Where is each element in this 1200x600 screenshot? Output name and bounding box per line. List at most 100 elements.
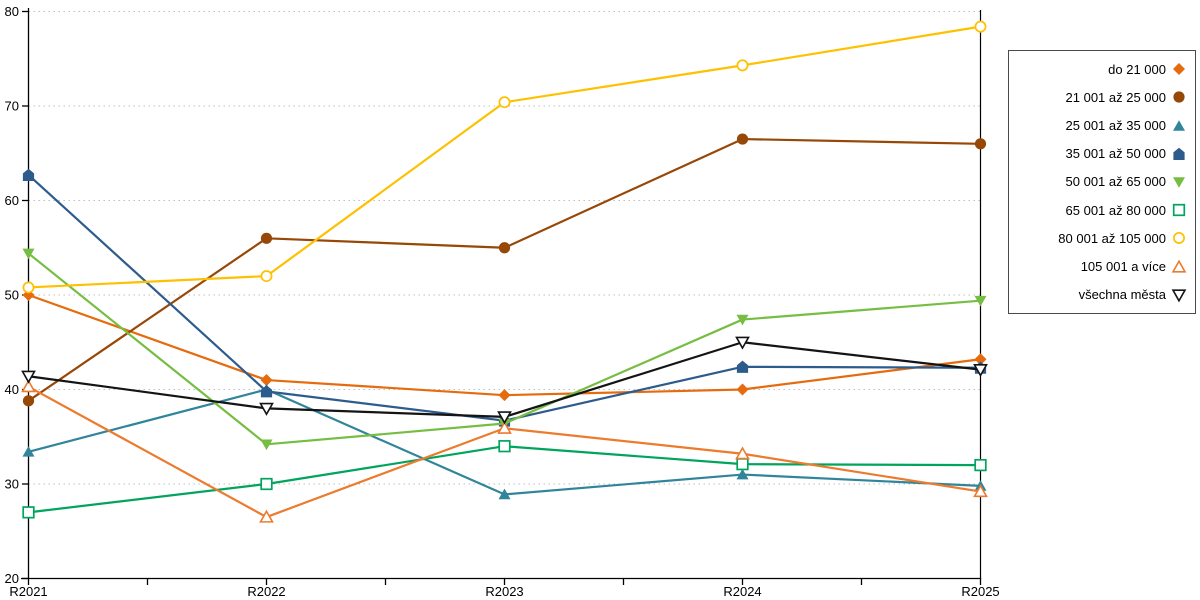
data-point: [735, 336, 750, 350]
diamond-filled-legend-icon: [1171, 61, 1187, 77]
legend-item-label: 105 001 a více: [1080, 259, 1166, 275]
data-point: [973, 364, 988, 378]
y-tick-label: 20: [5, 571, 19, 586]
legend-item: 65 001 až 80 000: [1013, 197, 1187, 223]
data-point: [1173, 91, 1185, 103]
data-point: [974, 138, 987, 150]
y-tick-label: 80: [5, 4, 19, 19]
data-point: [22, 168, 35, 181]
data-point: [974, 458, 987, 472]
legend-marker-glyph: [1171, 259, 1187, 273]
legend-marker-glyph: [1171, 289, 1187, 303]
series-line: [27, 293, 982, 397]
y-tick-label: 30: [5, 477, 19, 492]
circle-open-legend-icon: [1171, 230, 1187, 246]
y-tick-label: 70: [5, 99, 19, 114]
data-point: [22, 506, 35, 519]
x-tick-label: R2025: [961, 584, 999, 599]
data-point: [260, 374, 273, 387]
legend-item: 35 001 až 50 000: [1013, 141, 1187, 167]
x-tick-label: R2022: [247, 584, 285, 599]
data-point: [22, 281, 35, 294]
series-5: [22, 440, 987, 519]
legend-item-label: 80 001 až 105 000: [1058, 230, 1166, 246]
data-point: [974, 20, 987, 33]
legend-item-label: 21 001 až 25 000: [1065, 89, 1166, 105]
legend-marker-glyph: [1173, 63, 1185, 76]
data-point: [260, 477, 273, 491]
data-point: [498, 440, 511, 453]
data-point: [974, 353, 987, 366]
data-point: [736, 133, 749, 145]
legend-item-label: všechna města: [1078, 287, 1166, 303]
data-point: [498, 389, 511, 402]
data-point: [1171, 259, 1187, 273]
legend: do 21 000 21 001 až 25 000 25 001 až 35 00…: [1008, 50, 1196, 314]
series-8: [21, 336, 988, 425]
legend-item: všechna města: [1013, 282, 1187, 308]
data-point: [260, 232, 273, 244]
legend-marker-glyph: [1172, 204, 1186, 217]
data-point: [736, 59, 749, 72]
y-tick-label: 60: [5, 193, 19, 208]
data-point: [1173, 63, 1185, 76]
triangle-up-filled-legend-icon: [1171, 118, 1187, 134]
data-point: [498, 242, 511, 254]
data-point: [21, 379, 36, 393]
data-point: [736, 360, 749, 373]
data-point: [498, 96, 511, 109]
series-3: [22, 168, 987, 427]
data-point: [1173, 119, 1185, 131]
data-point: [735, 446, 750, 460]
data-point: [259, 402, 274, 416]
pentagon-filled-legend-icon: [1171, 146, 1187, 162]
data-point: [1173, 177, 1185, 188]
square-open-legend-icon: [1171, 202, 1187, 218]
data-point: [1173, 147, 1185, 160]
y-tick-label: 40: [5, 382, 19, 397]
series-line: [27, 341, 982, 419]
legend-marker-glyph: [1173, 119, 1185, 131]
triangle-down-filled-legend-icon: [1171, 174, 1187, 190]
triangle-down-open-legend-icon: [1171, 287, 1187, 303]
legend-item-label: 65 001 až 80 000: [1065, 202, 1166, 218]
series-line: [27, 173, 982, 422]
data-point: [498, 488, 511, 500]
legend-marker-glyph: [1173, 91, 1185, 103]
legend-item-label: do 21 000: [1108, 61, 1166, 77]
legend-marker-glyph: [1173, 232, 1185, 245]
data-point: [736, 468, 749, 480]
series-line: [27, 137, 982, 402]
data-point: [497, 420, 512, 434]
legend-item: 80 001 až 105 000: [1013, 225, 1187, 251]
series-6: [22, 20, 987, 294]
legend-marker-glyph: [1173, 147, 1185, 160]
data-point: [1173, 232, 1185, 245]
data-point: [260, 385, 273, 398]
data-point: [21, 370, 36, 384]
series-1: [22, 133, 987, 407]
legend-marker-glyph: [1173, 177, 1185, 188]
data-point: [974, 295, 987, 307]
legend-item: 50 001 až 65 000: [1013, 169, 1187, 195]
data-point: [22, 446, 35, 457]
legend-item-label: 50 001 až 65 000: [1065, 174, 1166, 190]
legend-item: do 21 000: [1013, 56, 1187, 82]
y-tick-label: 50: [5, 288, 19, 303]
data-point: [22, 395, 35, 407]
x-tick-label: R2023: [485, 584, 523, 599]
data-point: [1171, 289, 1187, 303]
x-tick-label: R2024: [723, 584, 761, 599]
data-point: [497, 411, 512, 425]
data-point: [736, 458, 749, 471]
data-point: [22, 248, 35, 260]
data-point: [736, 314, 749, 326]
legend-item-label: 35 001 až 50 000: [1065, 146, 1166, 162]
legend-item: 21 001 až 25 000: [1013, 84, 1187, 110]
x-tick-label: R2021: [9, 584, 47, 599]
data-point: [260, 270, 273, 283]
legend-item: 25 001 až 35 000: [1013, 113, 1187, 139]
legend-item-label: 25 001 až 35 000: [1065, 118, 1166, 134]
